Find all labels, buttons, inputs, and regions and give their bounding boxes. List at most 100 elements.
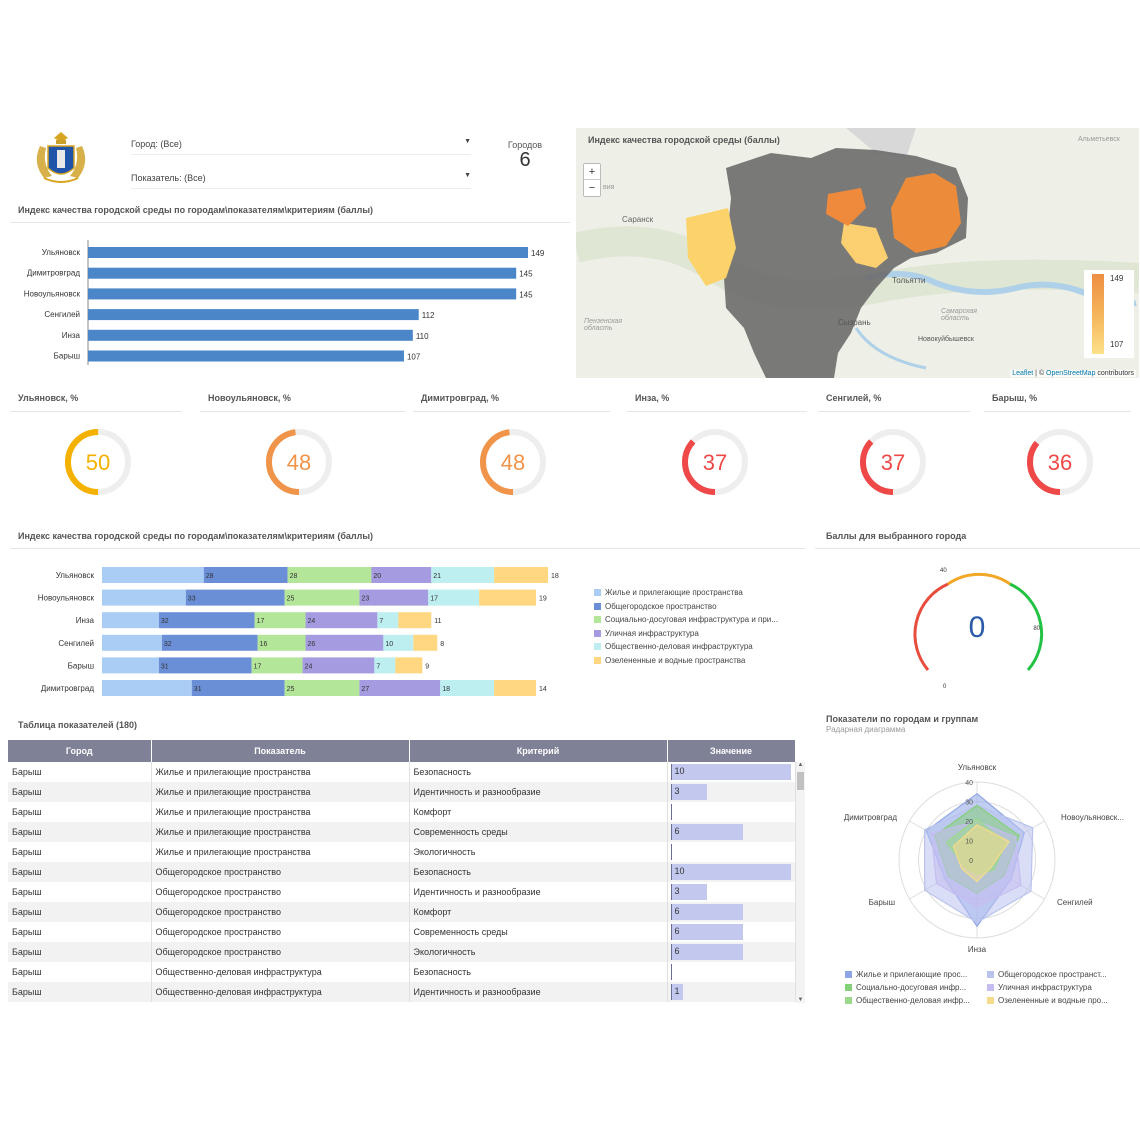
chevron-down-icon[interactable]: ▼ [464, 172, 471, 179]
stacked-segment[interactable] [413, 634, 438, 651]
chevron-down-icon[interactable]: ▼ [464, 138, 471, 145]
stacked-segment[interactable] [374, 657, 396, 674]
gauge-value: 50 [86, 450, 110, 475]
stacked-segment[interactable] [287, 567, 372, 583]
stacked-segment[interactable] [203, 567, 288, 583]
stacked-segment[interactable] [302, 657, 375, 674]
indicator-filter-label: Показатель: (Все) [131, 173, 206, 183]
column-header-value[interactable]: Значение [667, 740, 796, 762]
stacked-segment[interactable] [102, 680, 192, 696]
bar-chart-title: Индекс качества городской среды по город… [18, 205, 374, 215]
map-attribution: Leaflet | © OpenStreetMap contributors [1010, 370, 1136, 377]
stacked-segment[interactable] [377, 612, 399, 629]
stacked-segment[interactable] [102, 657, 159, 674]
table-row[interactable]: Барыш Общегородское пространство Современн… [8, 922, 796, 942]
city-score-gauge: 0 40 80 0 [913, 568, 1044, 690]
stacked-segment[interactable] [395, 657, 423, 674]
stacked-segment[interactable] [251, 657, 303, 674]
bar[interactable] [88, 247, 528, 258]
radar-series[interactable] [952, 824, 1010, 883]
legend-item[interactable]: Социально-досуговая инфраструктура и при… [594, 615, 778, 624]
stacked-segment[interactable] [359, 680, 441, 696]
map-zoom-out-button[interactable]: − [588, 182, 596, 194]
column-header-indicator[interactable]: Показатель [151, 740, 410, 762]
bar[interactable] [88, 329, 413, 341]
city-filter[interactable]: Город: (Все) ▼ [131, 135, 471, 155]
bar[interactable] [88, 288, 517, 300]
table-row[interactable]: Барыш Жилье и прилегающие пространства Эко… [8, 842, 796, 862]
cell-city: Барыш [8, 782, 152, 802]
table-row[interactable]: Барыш Жилье и прилегающие пространства Без… [8, 762, 796, 782]
legend-item[interactable]: Общественно-деловая инфраструктура [594, 642, 753, 651]
osm-link[interactable]: OpenStreetMap [1046, 370, 1096, 377]
stacked-segment[interactable] [494, 567, 548, 583]
scrollbar-thumb[interactable] [797, 772, 804, 790]
radar-legend-item[interactable]: Общественно-деловая инфр... [845, 996, 970, 1005]
stacked-segment[interactable] [494, 680, 537, 696]
region-map[interactable]: Индекс качества городской среды (баллы) … [576, 128, 1139, 378]
legend-item[interactable]: Уличная инфраструктура [594, 629, 699, 638]
table-scrollbar[interactable]: ▲ ▼ [796, 762, 805, 1003]
stacked-segment[interactable] [102, 567, 204, 583]
stacked-value-label: 32 [164, 641, 172, 648]
stacked-segment[interactable] [257, 634, 306, 651]
table-row[interactable]: Барыш Общегородское пространство Идентично… [8, 882, 796, 902]
stacked-segment[interactable] [398, 612, 432, 629]
gauge-tick-mid: 40 [940, 568, 947, 574]
scroll-down-icon[interactable]: ▼ [797, 997, 804, 1003]
indicator-filter[interactable]: Показатель: (Все) ▼ [131, 169, 471, 189]
gauge-title: Барыш, % [992, 393, 1038, 403]
bar[interactable] [88, 350, 404, 362]
table-row[interactable]: Барыш Общегородское пространство Экологичн… [8, 942, 796, 962]
stacked-segment[interactable] [102, 612, 159, 629]
stacked-segment[interactable] [428, 589, 480, 606]
column-header-city[interactable]: Город [8, 740, 152, 762]
bar[interactable] [88, 309, 419, 321]
legend-item[interactable]: Озелененные и водные пространства [594, 656, 745, 665]
stacked-segment[interactable] [254, 612, 306, 629]
stacked-segment[interactable] [191, 680, 285, 696]
scroll-up-icon[interactable]: ▲ [797, 762, 804, 768]
stacked-segment[interactable] [359, 589, 429, 606]
cell-city: Барыш [8, 942, 152, 962]
stacked-segment[interactable] [158, 612, 255, 629]
table-row[interactable]: Барыш Общественно-деловая инфраструктура И… [8, 982, 796, 1002]
cell-criterion: Идентичность и разнообразие [409, 882, 668, 902]
stacked-segment[interactable] [102, 589, 186, 606]
value-text: 6 [674, 946, 680, 956]
radar-legend-item[interactable]: Жилье и прилегающие прос... [845, 970, 967, 979]
stacked-segment[interactable] [158, 657, 252, 674]
map-zoom-in-button[interactable]: + [584, 164, 600, 180]
radar-legend-item[interactable]: Уличная инфраструктура [987, 983, 1092, 992]
leaflet-link[interactable]: Leaflet [1012, 370, 1034, 377]
stacked-segment[interactable] [431, 567, 495, 583]
stacked-segment[interactable] [305, 634, 384, 651]
table-row[interactable]: Барыш Жилье и прилегающие пространства Иде… [8, 782, 796, 802]
bar[interactable] [88, 267, 517, 279]
stacked-segment[interactable] [383, 634, 414, 651]
table-row[interactable]: Барыш Жилье и прилегающие пространства Сов… [8, 822, 796, 842]
stacked-segment[interactable] [284, 680, 360, 696]
table-row[interactable]: Барыш Жилье и прилегающие пространства Ком… [8, 802, 796, 822]
stacked-segment[interactable] [102, 634, 162, 651]
radar-legend-item[interactable]: Социально-досуговая инфр... [845, 983, 966, 992]
column-header-criterion[interactable]: Критерий [409, 740, 668, 762]
stacked-segment[interactable] [284, 589, 360, 606]
table-row[interactable]: Барыш Общественно-деловая инфраструктура Б… [8, 962, 796, 982]
table-row[interactable]: Барыш Общегородское пространство Безопасно… [8, 862, 796, 882]
map-canvas[interactable] [576, 128, 1139, 378]
stacked-segment[interactable] [440, 680, 495, 696]
stacked-segment[interactable] [161, 634, 258, 651]
stacked-segment[interactable] [305, 612, 378, 629]
stacked-segment[interactable] [185, 589, 285, 606]
legend-item[interactable]: Жилье и прилегающие пространства [594, 588, 743, 597]
radar-legend-item[interactable]: Общегородское пространст... [987, 970, 1107, 979]
stacked-value-label: 18 [442, 686, 450, 693]
radar-legend-item[interactable]: Озелененные и водные про... [987, 996, 1108, 1005]
legend-item[interactable]: Общегородское пространство [594, 602, 717, 611]
stacked-segment[interactable] [479, 589, 537, 606]
table-row[interactable]: Барыш Общегородское пространство Комфорт 6 [8, 902, 796, 922]
cell-city: Барыш [8, 902, 152, 922]
stacked-segment[interactable] [371, 567, 432, 583]
map-legend-min: 107 [1110, 340, 1124, 349]
